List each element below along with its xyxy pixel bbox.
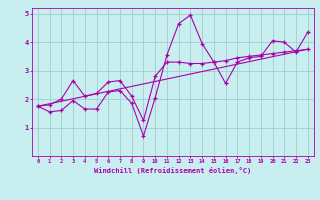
X-axis label: Windchill (Refroidissement éolien,°C): Windchill (Refroidissement éolien,°C): [94, 167, 252, 174]
